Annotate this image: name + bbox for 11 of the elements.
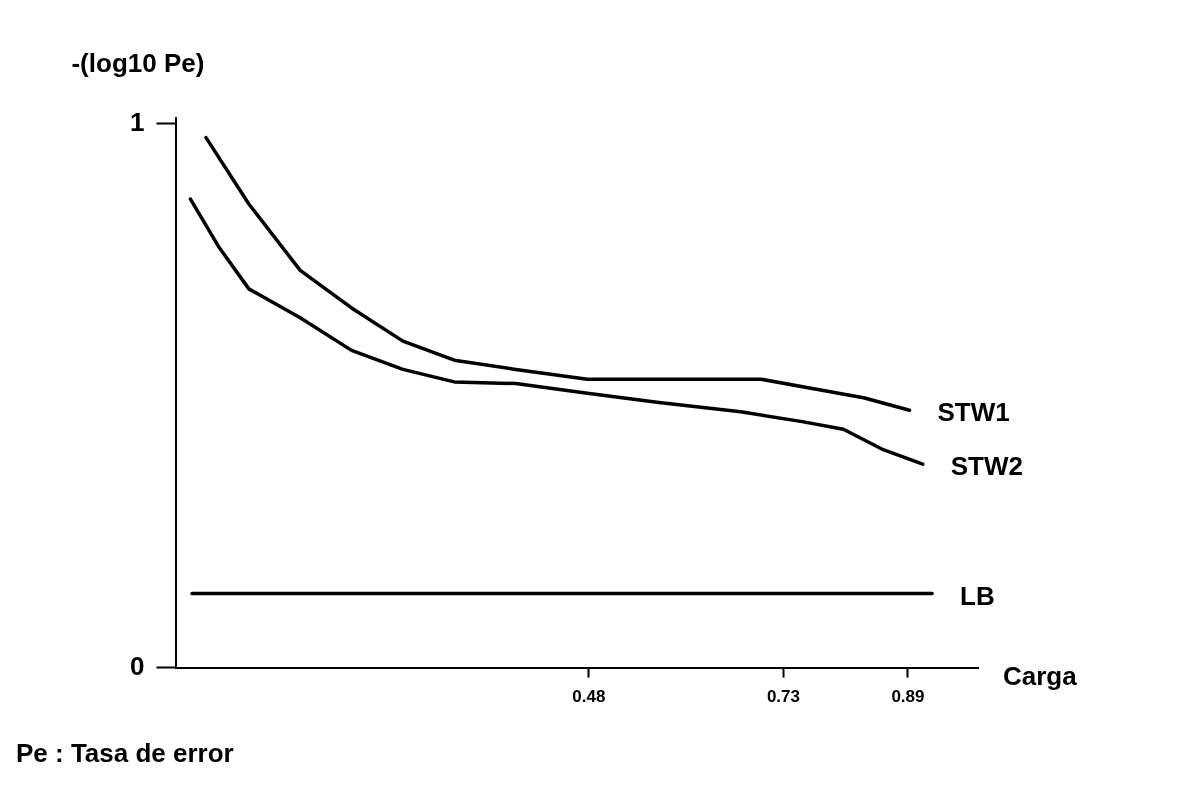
x-tick-label: 0.89 — [891, 687, 925, 707]
y-axis-title: -(log10 Pe) — [71, 48, 205, 79]
y-tick-label: 1 — [129, 106, 145, 137]
series-label: STW2 — [950, 451, 1023, 482]
y-tick-label: 0 — [129, 650, 145, 681]
x-tick-label: 0.48 — [572, 687, 606, 707]
x-axis-title: Carga — [1003, 660, 1078, 691]
series-label: LB — [960, 580, 995, 611]
text: Pe : Tasa de error — [16, 738, 234, 769]
x-tick-label: 0.73 — [766, 687, 800, 707]
series-label: STW1 — [937, 397, 1010, 428]
